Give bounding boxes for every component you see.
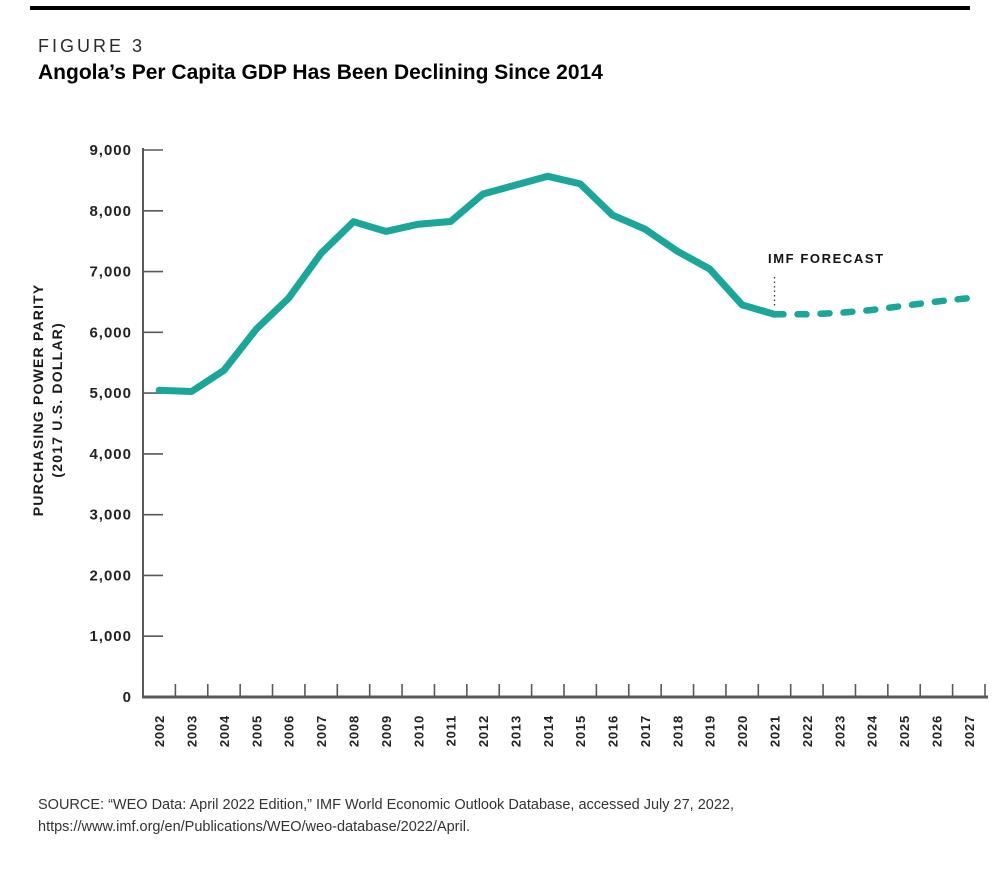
source-note-line1: SOURCE: “WEO Data: April 2022 Edition,” … — [38, 797, 735, 813]
y-tick-label: 3,000 — [89, 507, 132, 524]
source-note: SOURCE: “WEO Data: April 2022 Edition,” … — [38, 795, 968, 839]
x-tick-label: 2014 — [541, 715, 556, 747]
imf-forecast-annotation: IMF FORECAST — [768, 251, 885, 266]
forecast-dashed-line — [771, 294, 973, 318]
x-tick-label: 2025 — [897, 715, 912, 747]
source-note-line2: https://www.imf.org/en/Publications/WEO/… — [38, 818, 470, 835]
y-tick-label: 8,000 — [89, 203, 132, 220]
x-tick-label: 2011 — [444, 715, 459, 746]
figure-title: Angola’s Per Capita GDP Has Been Declini… — [38, 61, 603, 84]
y-tick-label: 0 — [123, 689, 132, 706]
x-tick-label: 2024 — [865, 715, 880, 747]
x-tick-label: 2003 — [185, 715, 200, 747]
y-axis-caption-line2: (2017 U.S. DOLLAR) — [49, 322, 65, 478]
x-tick-label: 2020 — [735, 715, 750, 747]
x-tick-label: 2004 — [217, 715, 232, 747]
figure-number-label: FIGURE 3 — [38, 36, 146, 56]
figure-top-rule — [30, 6, 970, 10]
historical-line — [155, 172, 778, 395]
x-tick-label: 2022 — [800, 715, 815, 747]
x-tick-label: 2012 — [476, 715, 491, 747]
y-axis-caption-line1: PURCHASING POWER PARITY — [30, 283, 47, 517]
x-tick-label: 2026 — [929, 715, 944, 747]
y-tick-label: 1,000 — [89, 628, 132, 645]
y-tick-label: 9,000 — [89, 142, 132, 159]
x-tick-label: 2006 — [282, 715, 297, 747]
x-tick-label: 2016 — [606, 715, 621, 747]
x-tick-label: 2008 — [347, 715, 362, 747]
x-tick-label: 2010 — [411, 715, 426, 747]
x-tick-label: 2017 — [638, 715, 653, 747]
x-tick-label: 2023 — [832, 715, 847, 747]
x-tick-label: 2013 — [508, 715, 523, 747]
x-tick-label: 2018 — [670, 715, 685, 747]
x-tick-label: 2021 — [768, 715, 783, 747]
x-tick-label: 2015 — [573, 715, 588, 747]
y-tick-label: 7,000 — [89, 264, 132, 281]
x-tick-label: 2009 — [379, 715, 394, 747]
x-tick-label: 2005 — [249, 715, 264, 747]
y-tick-label: 2,000 — [89, 567, 132, 584]
x-tick-label: 2002 — [152, 715, 167, 747]
x-tick-label: 2027 — [962, 715, 977, 747]
x-tick-label: 2019 — [703, 715, 718, 747]
y-axis-caption: PURCHASING POWER PARITY (2017 U.S. DOLLA… — [29, 240, 67, 560]
x-tick-label: 2007 — [314, 715, 329, 747]
y-tick-label: 5,000 — [89, 385, 132, 402]
y-tick-label: 6,000 — [89, 324, 132, 341]
y-tick-label: 4,000 — [89, 446, 132, 463]
